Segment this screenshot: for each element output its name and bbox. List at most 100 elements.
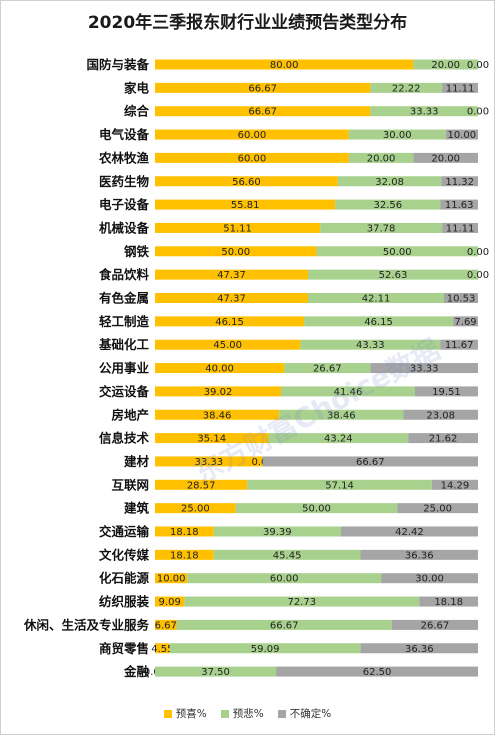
bar-segment-positive (155, 456, 263, 467)
data-label-negative: 46.15 (364, 317, 393, 328)
data-label-positive: 46.15 (215, 317, 244, 328)
bar-segment-positive (155, 526, 214, 537)
data-label-negative: 45.45 (273, 550, 302, 561)
data-label-positive: 66.67 (248, 83, 277, 94)
data-label-uncertain: 62.50 (363, 667, 392, 678)
bar-segment-positive (155, 363, 285, 374)
data-label-negative: 22.22 (392, 83, 421, 94)
chart-title: 2020年三季报东财行业业绩预告类型分布 (87, 13, 408, 33)
bar-segment-negative (284, 363, 371, 374)
category-label: 建筑 (124, 501, 150, 516)
data-label-negative: 43.33 (356, 340, 385, 351)
category-label: 文化传媒 (99, 547, 150, 562)
legend-label-uncertain: 不确定% (289, 708, 332, 720)
data-label-uncertain: 36.36 (405, 644, 434, 655)
category-label: 化石能源 (99, 571, 150, 586)
bar-segment-negative (308, 293, 445, 303)
category-label: 电气设备 (99, 127, 150, 142)
category-label: 医药生物 (99, 174, 150, 189)
bar-segment-positive (155, 643, 170, 654)
legend-label-negative: 预悲% (232, 708, 264, 720)
bar-segment-uncertain (397, 503, 478, 514)
category-label: 金融 (123, 664, 150, 679)
data-label-positive: 28.57 (187, 480, 216, 491)
data-label-positive: 80.00 (270, 60, 299, 71)
data-label-positive: 9.09 (159, 597, 181, 608)
data-label-negative: 50.00 (383, 247, 412, 258)
data-label-negative: 37.78 (367, 223, 396, 234)
bar-segment-uncertain (445, 129, 478, 140)
legend-label-positive: 预喜% (175, 708, 207, 720)
data-label-positive: 18.18 (170, 550, 199, 561)
bar-segment-negative (320, 222, 443, 233)
data-label-negative: 39.39 (263, 527, 292, 538)
data-label-uncertain: 11.32 (445, 177, 474, 188)
bar-segment-uncertain (440, 339, 478, 350)
bar-segment-uncertain (391, 619, 479, 630)
data-label-negative: 59.09 (251, 644, 280, 655)
bar-segment-uncertain (414, 386, 478, 397)
data-label-negative: 37.50 (201, 667, 230, 678)
bar-segment-negative (213, 549, 361, 560)
bar-segment-negative (247, 479, 432, 490)
bar-segment-positive (155, 573, 188, 584)
data-label-negative: 33.33 (410, 107, 439, 118)
data-label-positive: 33.33 (195, 457, 224, 468)
bar-segment-uncertain (442, 82, 478, 93)
legend-item-positive: 预喜% (163, 706, 207, 721)
category-label: 房地产 (111, 407, 149, 422)
data-label-uncertain: 0.00 (467, 60, 489, 71)
bar-segment-negative (268, 433, 409, 444)
data-label-positive: 60.00 (238, 153, 267, 164)
bar-segment-uncertain (444, 293, 479, 303)
data-label-uncertain: 26.67 (421, 620, 450, 631)
data-label-negative: 41.46 (334, 387, 363, 398)
legend-swatch-positive (163, 709, 172, 718)
data-label-positive: 10.00 (157, 574, 186, 585)
bar-segment-negative (316, 246, 478, 257)
category-label: 休闲、生活及专业服务 (23, 617, 150, 632)
category-label: 综合 (124, 104, 150, 119)
data-label-uncertain: 21.62 (429, 434, 458, 445)
legend-item-uncertain: 不确定% (277, 706, 332, 721)
bar-segment-negative (335, 199, 441, 210)
category-label: 机械设备 (99, 220, 150, 235)
category-label: 互联网 (111, 477, 149, 492)
data-label-positive: 6.67 (155, 620, 177, 631)
bar-segment-uncertain (262, 456, 478, 467)
bar-segment-positive (155, 199, 336, 210)
data-label-uncertain: 14.29 (441, 480, 470, 491)
bar-segment-positive (155, 479, 248, 490)
bar-segment-positive (155, 106, 371, 117)
bar-segment-positive (155, 409, 280, 420)
data-label-uncertain: 7.69 (454, 317, 476, 328)
data-label-positive: 39.02 (204, 387, 233, 398)
data-label-uncertain: 11.11 (446, 223, 475, 234)
bar-segment-negative (279, 409, 404, 420)
data-label-uncertain: 36.36 (405, 550, 434, 561)
bar-segment-negative (176, 619, 392, 630)
bar-segment-negative (304, 316, 454, 327)
bar-segment-negative (308, 269, 478, 280)
bar-segment-uncertain (360, 549, 478, 560)
chart-legend: 预喜% 预悲% 不确定% (0, 706, 495, 721)
data-label-uncertain: 0.00 (467, 270, 489, 281)
bar-segment-uncertain (442, 222, 478, 233)
data-label-uncertain: 19.51 (432, 387, 461, 398)
bar-segment-positive (155, 82, 371, 93)
data-label-negative: 20.00 (367, 153, 396, 164)
bar-segment-negative (337, 176, 442, 187)
category-label: 有色金属 (99, 291, 149, 306)
bar-segment-uncertain (276, 666, 478, 677)
data-label-uncertain: 10.00 (448, 130, 477, 141)
data-label-uncertain: 66.67 (356, 457, 385, 468)
category-label: 信息技术 (99, 431, 150, 446)
data-label-positive: 18.18 (170, 527, 199, 538)
data-label-negative: 30.00 (383, 130, 412, 141)
category-label: 家电 (124, 80, 150, 95)
data-label-uncertain: 11.63 (445, 200, 474, 211)
bar-segment-negative (155, 666, 277, 677)
data-label-uncertain: 25.00 (423, 504, 452, 515)
data-label-negative: 50.00 (302, 504, 331, 515)
